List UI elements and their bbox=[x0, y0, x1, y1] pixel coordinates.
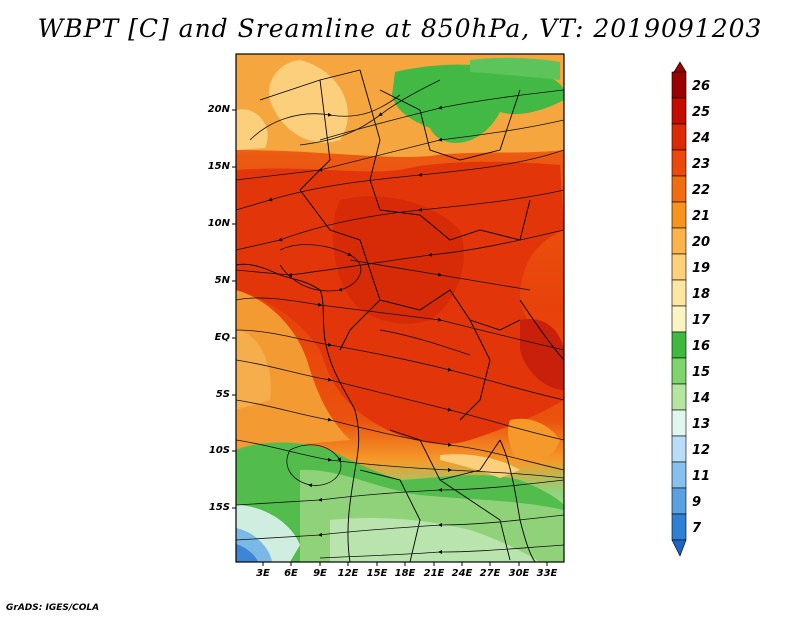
lon-label: 21E bbox=[423, 568, 445, 579]
colorbar-label: 18 bbox=[692, 287, 711, 302]
colorbar-label: 23 bbox=[692, 157, 711, 172]
lon-label: 3E bbox=[256, 568, 270, 579]
lat-label: 15N bbox=[207, 161, 230, 172]
colorbar-label: 15 bbox=[692, 365, 711, 380]
lat-label: 15S bbox=[208, 502, 230, 513]
streamlines bbox=[236, 79, 564, 559]
colorbar bbox=[671, 61, 687, 557]
colorbar-label: 13 bbox=[692, 417, 711, 432]
lon-label: 30E bbox=[508, 568, 530, 579]
lat-label: 5S bbox=[215, 389, 230, 400]
lon-label: 15E bbox=[366, 568, 388, 579]
lat-label: 10N bbox=[207, 218, 230, 229]
colorbar-label: 12 bbox=[692, 443, 711, 458]
lat-label: 20N bbox=[207, 104, 230, 115]
lat-label: EQ bbox=[214, 332, 230, 343]
colorbar-label: 7 bbox=[692, 521, 702, 536]
colorbar-label: 25 bbox=[692, 105, 711, 120]
lon-label: 24E bbox=[451, 568, 473, 579]
lon-label: 27E bbox=[479, 568, 501, 579]
lon-label: 9E bbox=[313, 568, 327, 579]
colorbar-label: 14 bbox=[692, 391, 711, 406]
map-frame bbox=[235, 53, 565, 563]
lon-label: 6E bbox=[284, 568, 298, 579]
shaded-field bbox=[236, 54, 564, 562]
credit-text: GrADS: IGES/COLA bbox=[6, 603, 100, 613]
colorbar-label: 16 bbox=[692, 339, 711, 354]
colorbar-label: 22 bbox=[692, 183, 711, 198]
lat-label: 5N bbox=[214, 275, 230, 286]
colorbar-label: 21 bbox=[692, 209, 711, 224]
colorbar-label: 26 bbox=[692, 79, 711, 94]
lon-label: 33E bbox=[536, 568, 558, 579]
colorbar-label: 19 bbox=[692, 261, 711, 276]
colorbar-top-triangle bbox=[673, 61, 687, 73]
colorbar-bottom-triangle bbox=[671, 539, 687, 557]
lat-label: 10S bbox=[208, 445, 230, 456]
colorbar-label: 9 bbox=[692, 495, 702, 510]
axis-ticks bbox=[232, 109, 548, 566]
lon-label: 18E bbox=[394, 568, 416, 579]
colorbar-label: 20 bbox=[692, 235, 711, 250]
colorbar-label: 24 bbox=[692, 131, 711, 146]
map-title: WBPT [C] and Sreamline at 850hPa, VT: 20… bbox=[37, 14, 763, 43]
lon-label: 12E bbox=[337, 568, 359, 579]
colorbar-label: 17 bbox=[692, 313, 711, 328]
colorbar-label: 11 bbox=[692, 469, 711, 484]
